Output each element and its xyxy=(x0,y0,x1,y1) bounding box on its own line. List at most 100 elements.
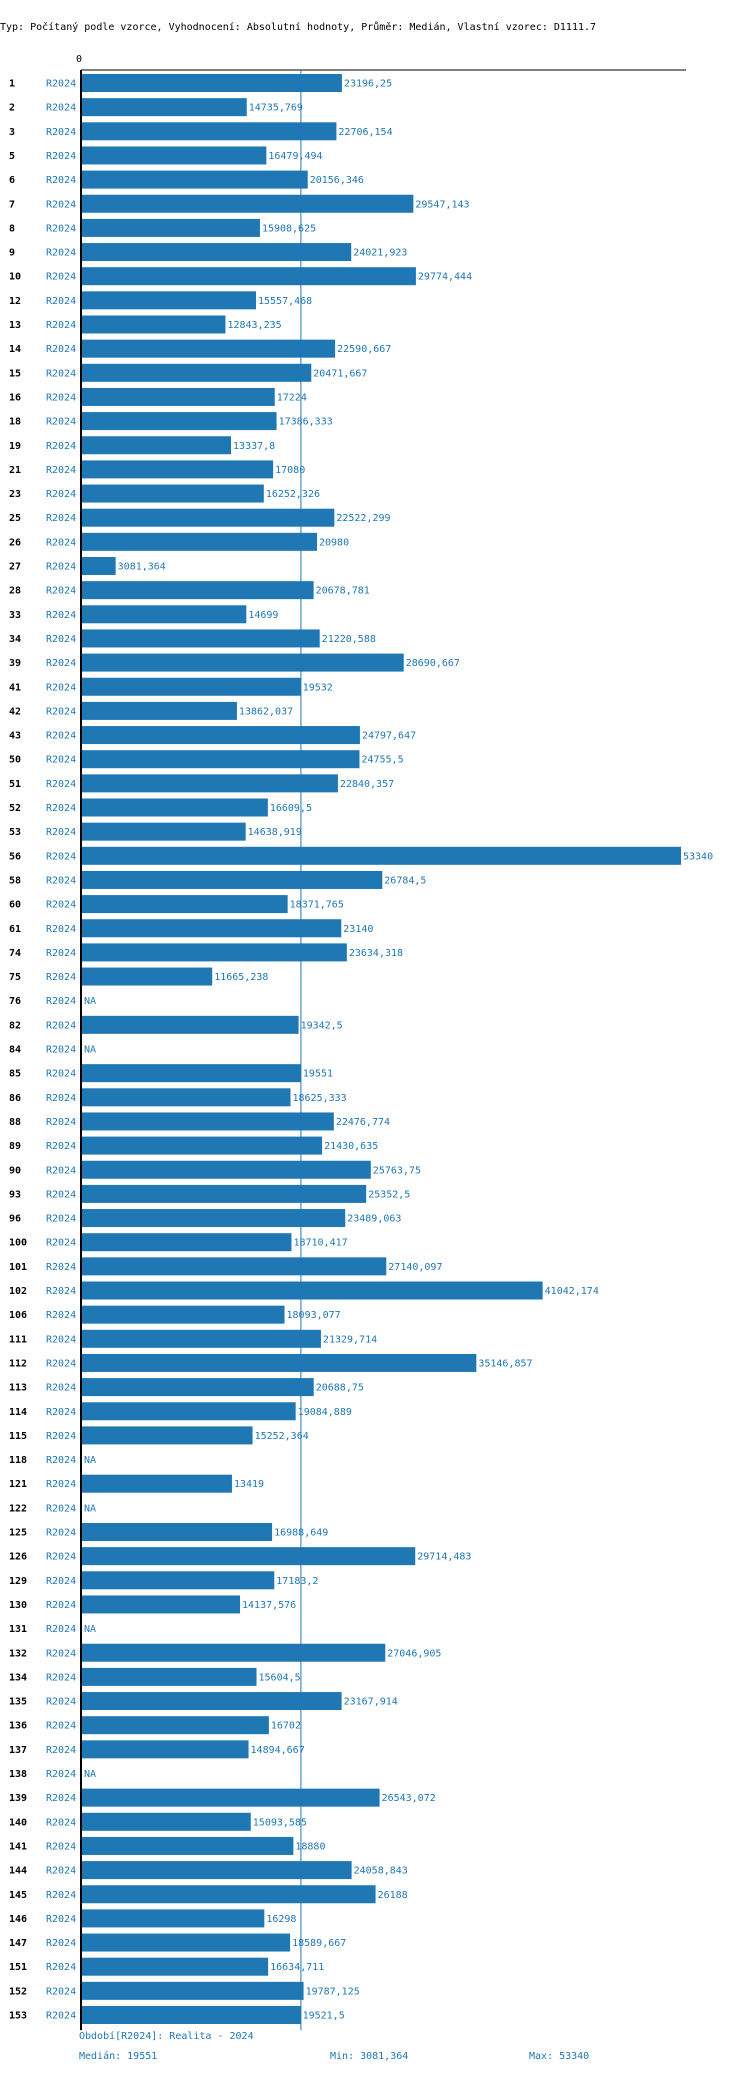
bar-value-label: 14699 xyxy=(248,610,278,621)
bar xyxy=(81,339,336,358)
bar-value-label: 22840,357 xyxy=(340,779,394,790)
row-id-label: 137 xyxy=(9,1745,27,1756)
bar-value-label: 26784,5 xyxy=(384,875,426,886)
row-id-label: 61 xyxy=(9,924,21,935)
bar-value-label: 16702 xyxy=(271,1721,301,1732)
row-series-label: R2024 xyxy=(46,127,76,138)
bar-value-label: 19521,5 xyxy=(303,2011,345,2022)
bar xyxy=(81,1088,291,1107)
bar-value-label: 23140 xyxy=(343,924,373,935)
bar-value-label: 18371,765 xyxy=(290,900,344,911)
bar-value-label: 41042,174 xyxy=(545,1286,599,1297)
row-id-label: 138 xyxy=(9,1769,27,1780)
row-id-label: 89 xyxy=(9,1141,21,1152)
bar xyxy=(81,726,360,745)
bar xyxy=(81,1305,285,1324)
na-label: NA xyxy=(84,996,96,1007)
row-series-label: R2024 xyxy=(46,610,76,621)
bar-value-label: 26543,072 xyxy=(382,1793,436,1804)
row-series-label: R2024 xyxy=(46,1455,76,1466)
bar xyxy=(81,315,226,334)
bar-value-label: 27140,097 xyxy=(388,1262,442,1273)
bar-value-label: 24755,5 xyxy=(361,755,403,766)
row-id-label: 60 xyxy=(9,900,21,911)
bar xyxy=(81,677,301,696)
bar xyxy=(81,774,338,793)
bar-value-label: 19342,5 xyxy=(301,1020,343,1031)
bar-value-label: 19532 xyxy=(303,682,333,693)
bar-value-label: 21329,714 xyxy=(323,1334,377,1345)
row-id-label: 129 xyxy=(9,1576,27,1587)
row-id-label: 2 xyxy=(9,103,15,114)
bar xyxy=(81,1788,380,1807)
row-id-label: 25 xyxy=(9,513,21,524)
row-id-label: 9 xyxy=(9,248,15,259)
row-series-label: R2024 xyxy=(46,1576,76,1587)
row-id-label: 74 xyxy=(9,948,21,959)
bar xyxy=(81,363,312,382)
row-series-label: R2024 xyxy=(46,658,76,669)
row-series-label: R2024 xyxy=(46,1624,76,1635)
row-id-label: 90 xyxy=(9,1165,21,1176)
row-id-label: 93 xyxy=(9,1189,21,1200)
bar-value-label: 20688,75 xyxy=(316,1383,364,1394)
bar-value-label: 17183,2 xyxy=(276,1576,318,1587)
row-series-label: R2024 xyxy=(46,1045,76,1056)
bar-value-label: 22522,299 xyxy=(336,513,390,524)
row-id-label: 114 xyxy=(9,1407,27,1418)
bar-value-label: 19787,125 xyxy=(306,1986,360,1997)
row-id-label: 112 xyxy=(9,1358,27,1369)
bar xyxy=(81,1981,304,2000)
row-series-label: R2024 xyxy=(46,803,76,814)
bar xyxy=(81,532,317,551)
row-id-label: 102 xyxy=(9,1286,27,1297)
bar xyxy=(81,581,314,600)
row-id-label: 42 xyxy=(9,706,21,717)
row-id-label: 134 xyxy=(9,1672,27,1683)
bar-value-label: 21430,635 xyxy=(324,1141,378,1152)
row-id-label: 146 xyxy=(9,1914,27,1925)
bar xyxy=(81,267,416,286)
bar xyxy=(81,1643,386,1662)
bar xyxy=(81,98,247,117)
bar xyxy=(81,846,681,865)
bar-value-label: 24797,647 xyxy=(362,731,416,742)
row-id-label: 131 xyxy=(9,1624,27,1635)
row-series-label: R2024 xyxy=(46,731,76,742)
bar xyxy=(81,1015,299,1034)
bar-value-label: 28690,667 xyxy=(406,658,460,669)
row-series-label: R2024 xyxy=(46,1334,76,1345)
bar-value-label: 22706,154 xyxy=(338,127,392,138)
bar xyxy=(81,146,267,165)
bar-value-label: 24021,923 xyxy=(353,248,407,259)
footer-min: Min: 3081,364 xyxy=(330,2051,409,2062)
row-series-label: R2024 xyxy=(46,948,76,959)
bar xyxy=(81,1281,543,1300)
row-id-label: 145 xyxy=(9,1890,27,1901)
bar xyxy=(81,2006,301,2024)
row-id-label: 18 xyxy=(9,417,21,428)
bar-value-label: 23489,063 xyxy=(347,1214,401,1225)
bar-value-label: 15093,585 xyxy=(253,1817,307,1828)
bar xyxy=(81,943,347,962)
row-series-label: R2024 xyxy=(46,1697,76,1708)
row-series-label: R2024 xyxy=(46,996,76,1007)
bar xyxy=(81,243,352,262)
bar-value-label: 13337,8 xyxy=(233,441,275,452)
bar xyxy=(81,460,274,479)
row-id-label: 84 xyxy=(9,1045,21,1056)
row-id-label: 27 xyxy=(9,562,21,573)
bar-value-label: 29774,444 xyxy=(418,272,472,283)
row-series-label: R2024 xyxy=(46,417,76,428)
bar xyxy=(81,1184,367,1203)
row-series-label: R2024 xyxy=(46,223,76,234)
bar-value-label: 14137,576 xyxy=(242,1600,296,1611)
bar-value-label: 29547,143 xyxy=(415,199,469,210)
bar-value-label: 16609,5 xyxy=(270,803,312,814)
row-series-label: R2024 xyxy=(46,537,76,548)
row-series-label: R2024 xyxy=(46,1286,76,1297)
row-series-label: R2024 xyxy=(46,103,76,114)
bar xyxy=(81,1595,241,1614)
row-id-label: 6 xyxy=(9,175,15,186)
bar-value-label: 27046,905 xyxy=(387,1648,441,1659)
